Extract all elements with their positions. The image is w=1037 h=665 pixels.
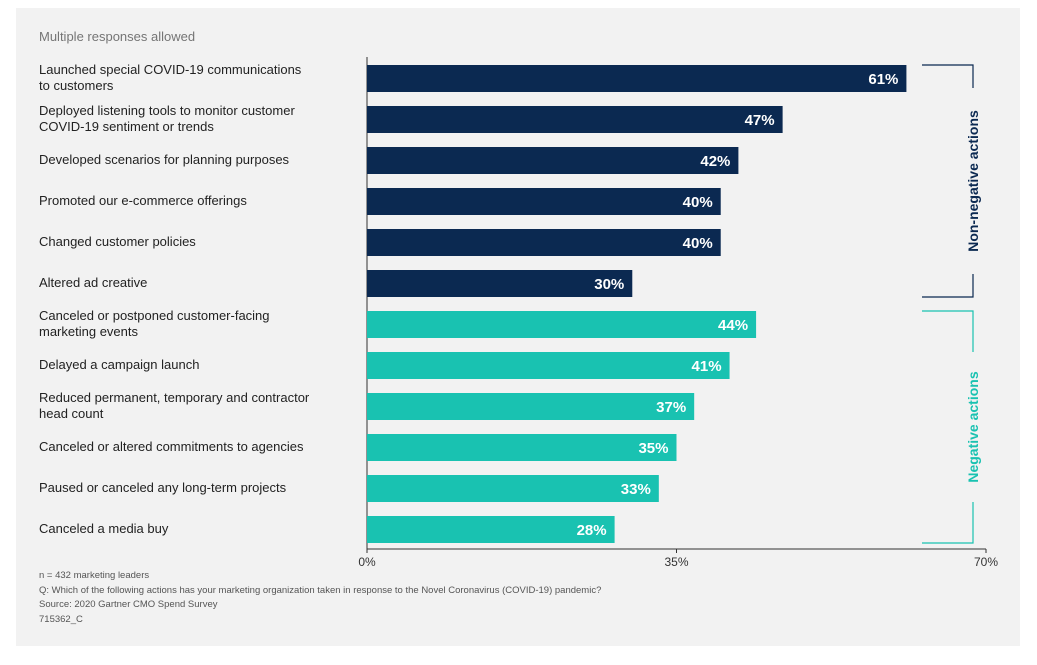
group-label-2: Negative actions — [965, 371, 981, 482]
bar-12 — [367, 516, 615, 543]
group-label-1: Non-negative actions — [965, 110, 981, 252]
bar-4 — [367, 188, 721, 215]
bar-1 — [367, 65, 907, 92]
survey-question: Q: Which of the following actions has yo… — [39, 584, 602, 596]
category-label-3: Developed scenarios for planning purpose… — [39, 152, 290, 167]
bar-value-label-4: 40% — [683, 194, 713, 211]
x-tick-label-2: 35% — [664, 555, 688, 569]
document-id: 715362_C — [39, 613, 83, 625]
category-label-9: Reduced permanent, temporary and contrac… — [39, 390, 310, 421]
bar-2 — [367, 106, 783, 133]
bar-value-label-10: 35% — [638, 440, 668, 457]
category-label-12: Canceled a media buy — [39, 521, 169, 536]
bar-9 — [367, 393, 695, 420]
footer: n = 432 marketing leaders Q: Which of th… — [39, 569, 601, 627]
category-label-7: Canceled or postponed customer-facing mar… — [39, 308, 270, 339]
bar-5 — [367, 229, 721, 256]
bar-value-label-9: 37% — [656, 399, 686, 416]
bar-value-label-7: 44% — [718, 317, 748, 334]
group-bracket-1 — [922, 64, 974, 298]
bar-7 — [367, 311, 757, 338]
bar-value-label-2: 47% — [745, 112, 775, 129]
bar-10 — [367, 434, 677, 461]
bar-value-label-1: 61% — [868, 71, 898, 88]
category-label-8: Delayed a campaign launch — [39, 357, 200, 372]
source: Source: 2020 Gartner CMO Spend Survey — [39, 599, 218, 610]
bar-value-label-6: 30% — [594, 276, 624, 293]
category-label-6: Altered ad creative — [39, 275, 148, 290]
chart-note: Multiple responses allowed — [39, 29, 196, 44]
bar-6 — [367, 270, 633, 297]
bar-8 — [367, 352, 730, 379]
category-label-2: Deployed listening tools to monitor cust… — [39, 103, 295, 134]
bar-value-label-8: 41% — [692, 358, 722, 375]
category-label-5: Changed customer policies — [39, 234, 196, 249]
category-label-4: Promoted our e-commerce offerings — [39, 193, 247, 208]
bar-11 — [367, 475, 659, 502]
bar-value-label-11: 33% — [621, 481, 651, 498]
group-bracket-2 — [922, 310, 974, 544]
bar-value-label-12: 28% — [577, 522, 607, 539]
category-label-11: Paused or canceled any long-term project… — [39, 480, 287, 495]
bar-value-label-3: 42% — [700, 153, 730, 170]
bar-3 — [367, 147, 739, 174]
category-label-1: Launched special COVID-19 communications… — [39, 62, 302, 93]
x-tick-label-3: 70% — [974, 555, 998, 569]
bar-value-label-5: 40% — [683, 235, 713, 252]
sample-size: n = 432 marketing leaders — [39, 570, 150, 581]
category-label-10: Canceled or altered commitments to agenc… — [39, 439, 304, 454]
x-tick-label-1: 0% — [358, 555, 376, 569]
